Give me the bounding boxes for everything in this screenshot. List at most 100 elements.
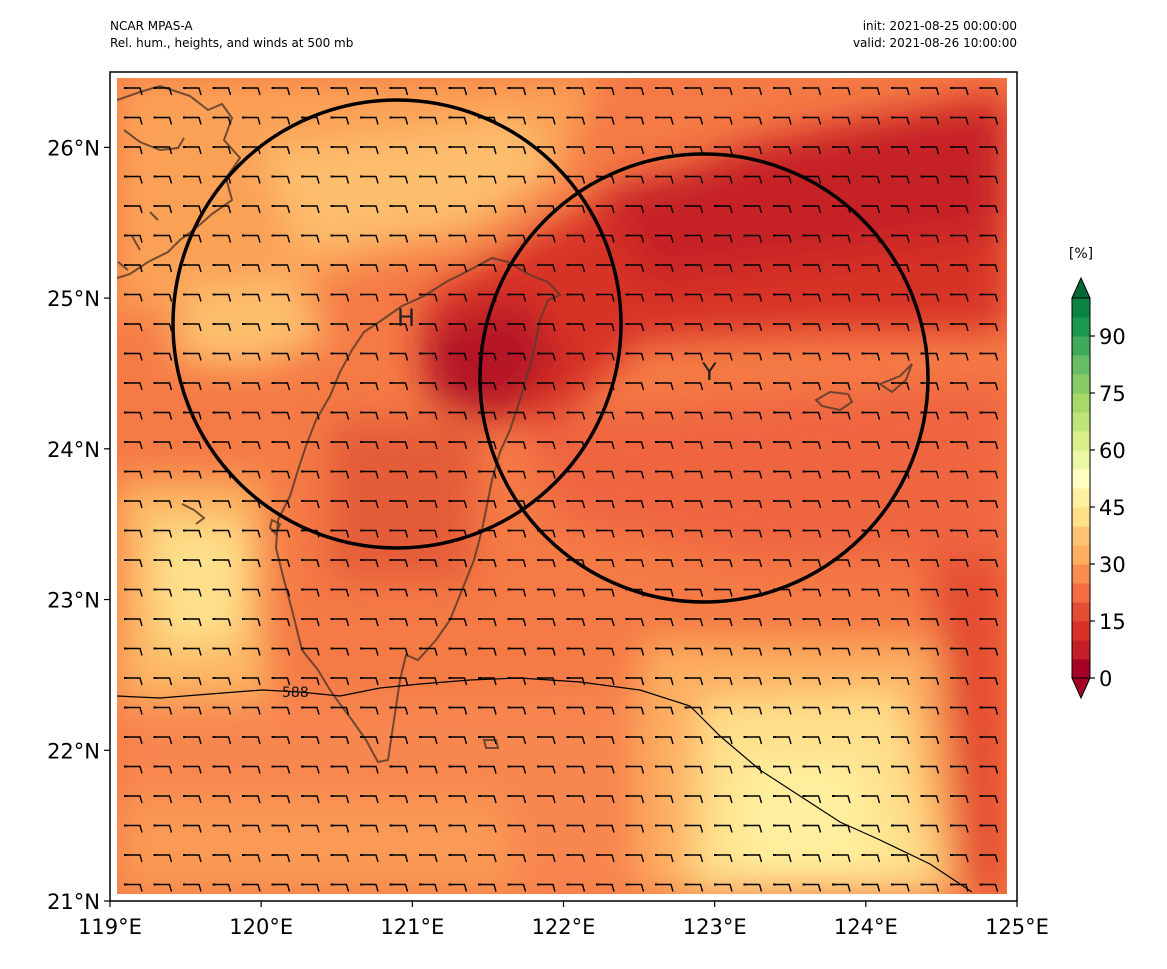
wind-barb [743,883,763,892]
wind-barb [183,146,202,155]
wind-barb [684,500,704,509]
wind-barb [271,824,291,833]
wind-barb [832,411,851,420]
wind-barb [861,323,881,332]
wind-barb [242,175,261,184]
wind-barb [153,824,173,833]
wind-barb [625,116,645,125]
wind-barb [920,175,940,184]
wind-barb [330,87,350,96]
wind-barb [655,116,674,125]
wind-barb [891,234,910,243]
wind-barb [743,500,763,509]
wind-barb [861,588,881,597]
wind-barb [478,205,497,214]
wind-barb [183,293,202,302]
wind-barb [124,824,143,833]
wind-barb [301,234,320,243]
wind-barb [950,647,969,656]
wind-barb [743,677,763,686]
wind-barb [153,529,173,538]
wind-barb [566,500,586,509]
wind-barb [920,87,940,96]
wind-barb [242,205,261,214]
wind-barb [478,500,497,509]
wind-barb [537,500,556,509]
wind-barb [566,352,586,361]
wind-barb [124,765,143,774]
wind-barb [891,293,910,302]
wind-barb [271,647,291,656]
wind-barb [861,352,881,361]
wind-barb [242,116,261,125]
wind-barb [242,883,261,892]
wind-barb [271,765,291,774]
wind-barb [832,87,851,96]
wind-barb [950,795,969,804]
wind-barb [212,234,232,243]
wind-barb [861,824,881,833]
wind-barb [124,175,143,184]
wind-barb [183,87,202,96]
wind-barb [153,234,173,243]
contour-label-588: 588 [282,685,309,701]
wind-barb [832,175,851,184]
wind-barb [684,736,704,745]
wind-barb [419,559,438,568]
wind-barb [950,234,969,243]
wind-barb [596,765,615,774]
wind-barb [507,293,527,302]
wind-barb [448,500,468,509]
wind-barb [891,647,910,656]
wind-barb [714,352,733,361]
y-tick-label: 26°N [47,136,100,160]
wind-barb [242,677,261,686]
wind-barb [271,706,291,715]
wind-barb [655,87,674,96]
wind-barb [242,824,261,833]
wind-barb [773,559,792,568]
wind-barb [360,323,379,332]
wind-barb [802,765,822,774]
wind-barb [419,618,438,627]
wind-barb [802,706,822,715]
wind-barb [979,205,999,214]
wind-barb [655,677,674,686]
wind-barb [478,795,497,804]
wind-barb [507,795,527,804]
wind-barb [625,795,645,804]
wind-barb [448,205,468,214]
wind-barb [153,470,173,479]
wind-barb [242,382,261,391]
field-description: Rel. hum., heights, and winds at 500 mb [110,36,354,50]
wind-barb [419,87,438,96]
colorbar-segment [1072,564,1090,584]
wind-barb [419,736,438,745]
colorbar-tick-label: 60 [1099,439,1126,463]
wind-barb [242,323,261,332]
wind-barb [714,234,733,243]
wind-barb [950,765,969,774]
wind-barb [950,441,969,450]
wind-barb [891,116,910,125]
wind-barb [950,264,969,273]
storm-label-h: H [397,304,415,332]
wind-barb [360,352,379,361]
wind-barb [596,588,615,597]
wind-barb [596,205,615,214]
wind-barb [625,264,645,273]
wind-barb [566,87,586,96]
wind-barb [124,854,143,863]
wind-barb [950,588,969,597]
wind-barb [861,205,881,214]
wind-barb [920,647,940,656]
wind-barb [891,87,910,96]
wind-barb [212,854,232,863]
wind-barb [920,264,940,273]
wind-barb [743,824,763,833]
wind-barb [920,293,940,302]
wind-barb [330,795,350,804]
wind-barb [566,411,586,420]
wind-barb [714,559,733,568]
